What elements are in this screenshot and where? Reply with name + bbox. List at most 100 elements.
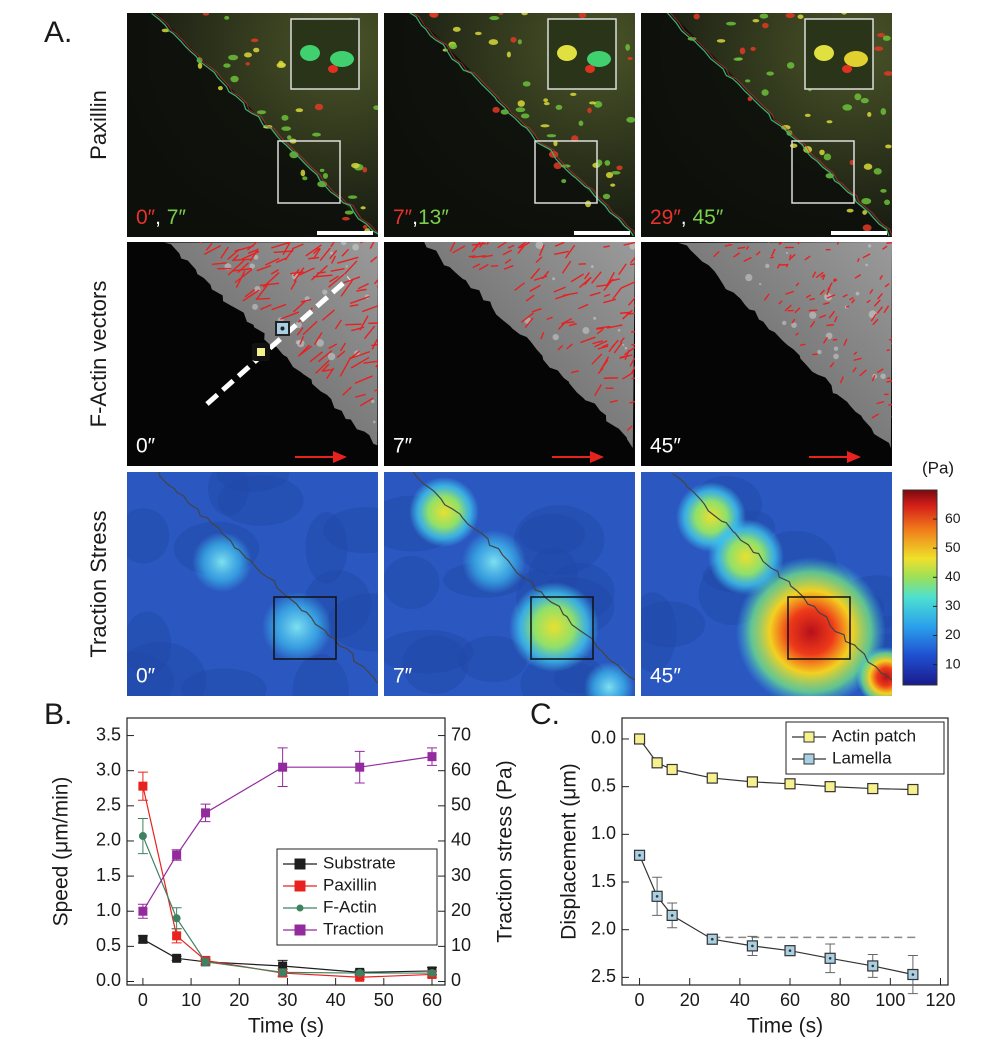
adhesion [760, 14, 769, 19]
adhesion [362, 167, 367, 173]
inset-blob [844, 51, 868, 67]
speckle [552, 277, 555, 280]
legend-label: Traction [323, 919, 384, 938]
adhesion [603, 194, 610, 199]
marker [173, 914, 181, 922]
marker [138, 907, 147, 916]
x-tick-label: 20 [229, 990, 249, 1010]
flow-vector [888, 404, 893, 405]
marker-dot [829, 957, 832, 960]
speckle [373, 421, 376, 424]
marker [428, 969, 436, 977]
y-tick-label: 1.0 [591, 823, 616, 843]
adhesion [627, 57, 632, 60]
speckle [322, 290, 327, 295]
image-content [87, 457, 420, 729]
adhesion [750, 47, 755, 51]
colorbar-tick-label: 60 [945, 510, 961, 526]
x-tick-label: 40 [730, 990, 750, 1010]
speckle [249, 263, 254, 268]
adhesion [717, 39, 726, 42]
adhesion [616, 165, 622, 170]
adhesion [610, 184, 615, 187]
adhesion [203, 12, 209, 15]
time-label-part: 7″ [167, 206, 187, 229]
flow-vector [887, 378, 890, 379]
inset-blob [814, 45, 834, 61]
adhesion [585, 200, 591, 207]
marker [278, 763, 287, 772]
marker [201, 808, 210, 817]
micrograph: 45″ [629, 472, 920, 710]
marker [908, 785, 918, 795]
y2-tick-label: 60 [451, 759, 471, 779]
legend-label: Lamella [832, 748, 892, 767]
flow-vector [892, 416, 897, 417]
speckle [625, 347, 628, 350]
adhesion [251, 39, 259, 43]
micrograph: 7″ [384, 236, 649, 466]
adhesion [805, 114, 811, 117]
marker [172, 931, 181, 940]
marker [747, 777, 757, 787]
x-tick-label: 50 [374, 990, 394, 1010]
adhesion [570, 93, 576, 96]
adhesion [518, 39, 522, 44]
speckle [791, 322, 797, 328]
adhesion [745, 79, 750, 82]
speckle [745, 274, 752, 281]
colorbar-tick-label: 30 [945, 597, 961, 613]
adhesion [246, 62, 250, 65]
speckle [809, 312, 816, 319]
adhesion [244, 52, 252, 57]
inset-blob [585, 65, 595, 73]
legend-label: F-Actin [323, 897, 377, 916]
flow-vector [826, 325, 834, 326]
marker [138, 935, 147, 944]
marker [635, 734, 645, 744]
inset-blob [328, 65, 338, 73]
adhesion [885, 145, 892, 149]
adhesion [761, 89, 768, 96]
time-label-part: 0″ [136, 206, 156, 229]
row-label: F-Actin vectors [86, 281, 111, 428]
adhesion [874, 46, 883, 51]
row-label: Paxillin [86, 90, 111, 160]
flow-vector [566, 322, 575, 323]
adhesion [296, 108, 304, 112]
adhesion [883, 36, 891, 41]
legend-marker [297, 905, 304, 912]
marker [139, 832, 147, 840]
adhesion [475, 32, 482, 35]
adhesion [518, 100, 525, 107]
x-axis-label: Time (s) [747, 1015, 823, 1038]
adhesion [489, 39, 498, 45]
lamella-dot [281, 327, 285, 331]
y-tick-label: 3.5 [96, 724, 121, 744]
speckle [865, 264, 868, 267]
micrograph: 0″ [87, 457, 420, 729]
x-tick-label: 20 [680, 990, 700, 1010]
speckle [591, 265, 594, 268]
speckle [880, 373, 886, 379]
marker [172, 851, 181, 860]
time-label: 45″ [650, 665, 681, 688]
adhesion [881, 108, 887, 115]
adhesion [626, 117, 635, 123]
flow-vector [377, 282, 385, 287]
micrograph: 45″ [641, 236, 898, 466]
x-tick-label: 60 [422, 990, 442, 1010]
time-label: 7″ [393, 435, 413, 458]
adhesion [874, 168, 882, 174]
x-tick-label: 60 [780, 990, 800, 1010]
adhesion [499, 12, 504, 15]
y-tick-label: 0.5 [591, 775, 616, 795]
adhesion [786, 13, 795, 18]
speckle [330, 252, 333, 255]
y2-axis-label: Traction stress (Pa) [494, 760, 517, 942]
adhesion [579, 12, 587, 18]
speckle [868, 244, 871, 247]
texture [514, 505, 604, 575]
